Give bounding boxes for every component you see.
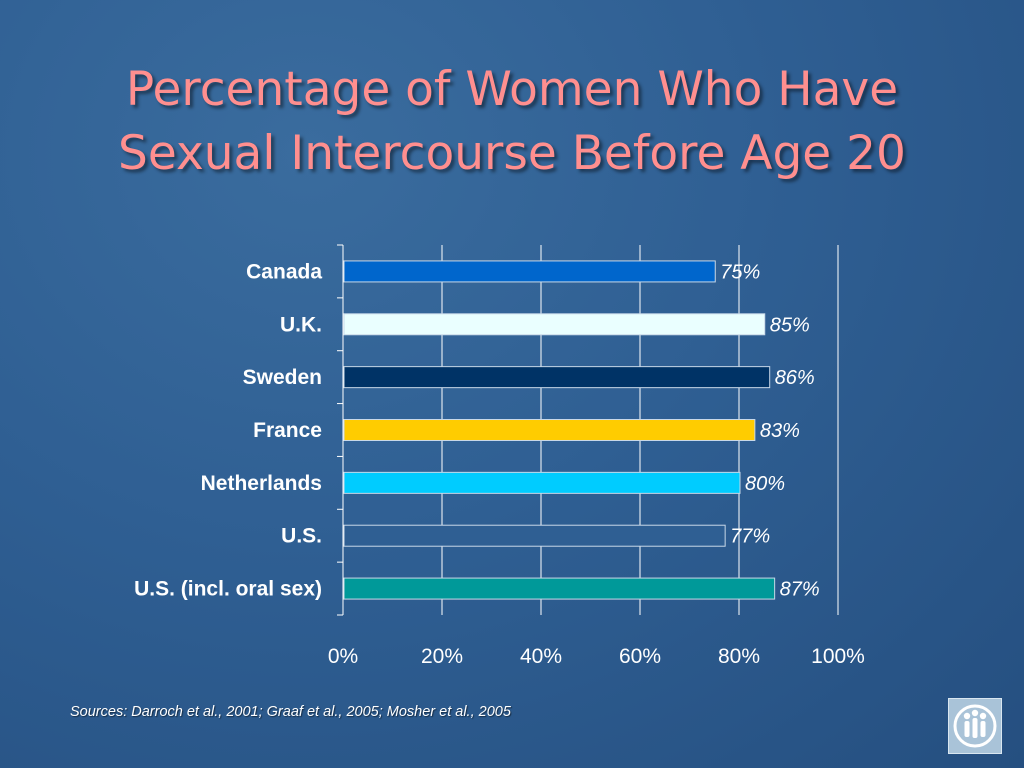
people-logo-icon xyxy=(948,698,1002,754)
chart-bars xyxy=(343,260,776,600)
x-tick-label: 40% xyxy=(520,645,562,668)
chart-labels: Canada 75% U.K. 85% Sweden 86% France 83% Nether… xyxy=(134,260,865,668)
category-label: Canada xyxy=(246,260,322,283)
category-label: Netherlands xyxy=(201,472,322,495)
x-tick-label: 20% xyxy=(421,645,463,668)
bar xyxy=(343,419,756,441)
bar xyxy=(343,260,716,283)
bar xyxy=(343,524,726,547)
category-label: France xyxy=(253,419,322,442)
x-tick-label: 0% xyxy=(328,645,358,668)
value-label: 83% xyxy=(760,420,800,442)
x-tick-label: 80% xyxy=(718,645,760,668)
value-label: 80% xyxy=(745,473,785,495)
x-tick-label: 60% xyxy=(619,645,661,668)
category-label: Sweden xyxy=(243,366,322,389)
value-label: 86% xyxy=(775,367,815,389)
value-label: 77% xyxy=(730,526,770,548)
value-label: 85% xyxy=(770,314,810,336)
category-label: U.K. xyxy=(280,313,322,336)
title-line-1: Percentage of Women Who Have xyxy=(125,62,899,117)
value-label: 87% xyxy=(780,579,820,601)
category-label: U.S. xyxy=(281,525,322,548)
category-label: U.S. (incl. oral sex) xyxy=(134,578,322,601)
page-title: Percentage of Women Who Have Sexual Inte… xyxy=(0,58,1024,186)
bar xyxy=(343,313,766,336)
sources-note: Sources: Darroch et al., 2001; Graaf et … xyxy=(70,704,511,720)
bar xyxy=(343,577,776,600)
bar xyxy=(343,471,741,494)
x-tick-label: 100% xyxy=(811,645,865,668)
value-label: 75% xyxy=(720,261,760,283)
bar xyxy=(343,366,771,389)
title-line-2: Sexual Intercourse Before Age 20 xyxy=(118,126,906,181)
